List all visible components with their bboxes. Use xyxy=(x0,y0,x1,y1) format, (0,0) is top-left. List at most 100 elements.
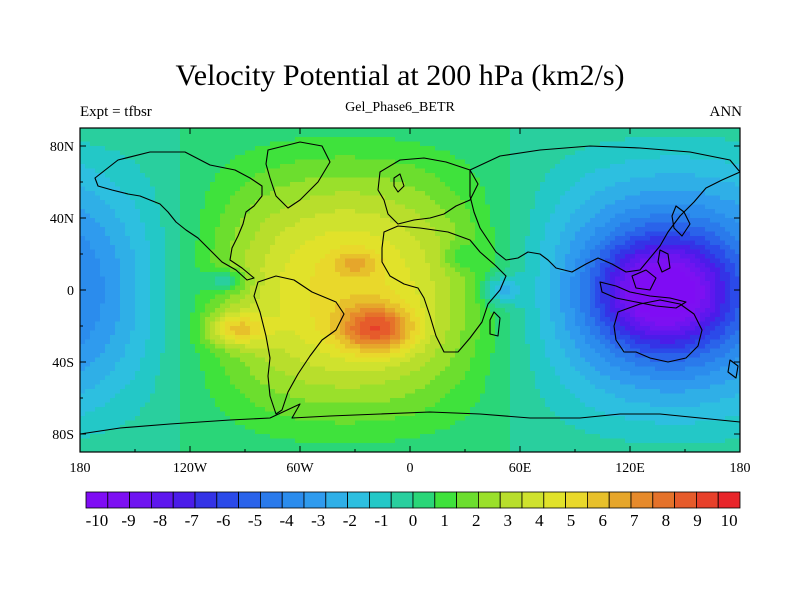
field-cell xyxy=(255,245,261,251)
field-cell xyxy=(635,204,641,210)
field-cell xyxy=(215,222,221,228)
field-cell xyxy=(615,218,621,224)
field-cell xyxy=(270,164,276,170)
field-cell xyxy=(145,204,151,210)
field-cell xyxy=(175,276,181,282)
field-cell xyxy=(355,168,361,174)
field-cell xyxy=(95,267,101,273)
field-cell xyxy=(520,236,526,242)
field-cell xyxy=(610,240,616,246)
field-cell xyxy=(570,258,576,264)
field-cell xyxy=(345,191,351,197)
field-cell xyxy=(210,240,216,246)
field-cell xyxy=(470,267,476,273)
field-cell xyxy=(205,213,211,219)
field-cell xyxy=(305,276,311,282)
field-cell xyxy=(190,281,196,287)
field-cell xyxy=(665,285,671,291)
field-cell xyxy=(630,191,636,197)
field-cell xyxy=(220,191,226,197)
field-cell xyxy=(385,200,391,206)
field-cell xyxy=(505,254,511,260)
field-cell xyxy=(165,222,171,228)
field-cell xyxy=(720,222,726,228)
field-cell xyxy=(240,141,246,147)
field-cell xyxy=(115,128,121,134)
field-cell xyxy=(510,150,516,156)
field-cell xyxy=(625,290,631,296)
field-cell xyxy=(85,186,91,192)
field-cell xyxy=(100,150,106,156)
field-cell xyxy=(260,132,266,138)
field-cell xyxy=(180,285,186,291)
field-cell xyxy=(505,267,511,273)
field-cell xyxy=(420,281,426,287)
field-cell xyxy=(235,137,241,143)
field-cell xyxy=(465,168,471,174)
field-cell xyxy=(325,177,331,183)
field-cell xyxy=(685,254,691,260)
field-cell xyxy=(190,204,196,210)
field-cell xyxy=(510,146,516,152)
field-cell xyxy=(260,150,266,156)
field-cell xyxy=(445,281,451,287)
field-cell xyxy=(320,137,326,143)
field-cell xyxy=(490,168,496,174)
field-cell xyxy=(430,218,436,224)
field-cell xyxy=(395,141,401,147)
field-cell xyxy=(645,281,651,287)
field-cell xyxy=(455,173,461,179)
field-cell xyxy=(310,200,316,206)
field-cell xyxy=(395,258,401,264)
field-cell xyxy=(200,177,206,183)
field-cell xyxy=(425,204,431,210)
field-cell xyxy=(540,281,546,287)
field-cell xyxy=(265,200,271,206)
field-cell xyxy=(355,204,361,210)
field-cell xyxy=(510,240,516,246)
field-cell xyxy=(570,186,576,192)
field-cell xyxy=(450,236,456,242)
field-cell xyxy=(160,213,166,219)
field-cell xyxy=(455,222,461,228)
field-cell xyxy=(710,141,716,147)
field-cell xyxy=(565,272,571,278)
field-cell xyxy=(450,285,456,291)
field-cell xyxy=(510,218,516,224)
field-cell xyxy=(215,276,221,282)
field-cell xyxy=(435,141,441,147)
field-cell xyxy=(600,272,606,278)
field-cell xyxy=(285,267,291,273)
field-cell xyxy=(565,177,571,183)
field-cell xyxy=(140,209,146,215)
field-cell xyxy=(95,209,101,215)
field-cell xyxy=(305,173,311,179)
field-cell xyxy=(225,191,231,197)
field-cell xyxy=(610,222,616,228)
field-cell xyxy=(80,177,86,183)
field-cell xyxy=(155,128,161,134)
field-cell xyxy=(105,164,111,170)
field-cell xyxy=(165,276,171,282)
field-cell xyxy=(515,204,521,210)
field-cell xyxy=(685,213,691,219)
field-cell xyxy=(135,272,141,278)
field-cell xyxy=(445,200,451,206)
field-cell xyxy=(405,177,411,183)
field-cell xyxy=(435,258,441,264)
field-cell xyxy=(575,227,581,233)
field-cell xyxy=(265,222,271,228)
field-cell xyxy=(85,240,91,246)
field-cell xyxy=(480,150,486,156)
field-cell xyxy=(630,209,636,215)
field-cell xyxy=(505,263,511,269)
field-cell xyxy=(340,182,346,188)
field-cell xyxy=(735,236,740,242)
field-cell xyxy=(535,182,541,188)
field-cell xyxy=(370,141,376,147)
field-cell xyxy=(630,132,636,138)
field-cell xyxy=(660,222,666,228)
field-cell xyxy=(210,168,216,174)
field-cell xyxy=(645,200,651,206)
field-cell xyxy=(360,128,366,134)
